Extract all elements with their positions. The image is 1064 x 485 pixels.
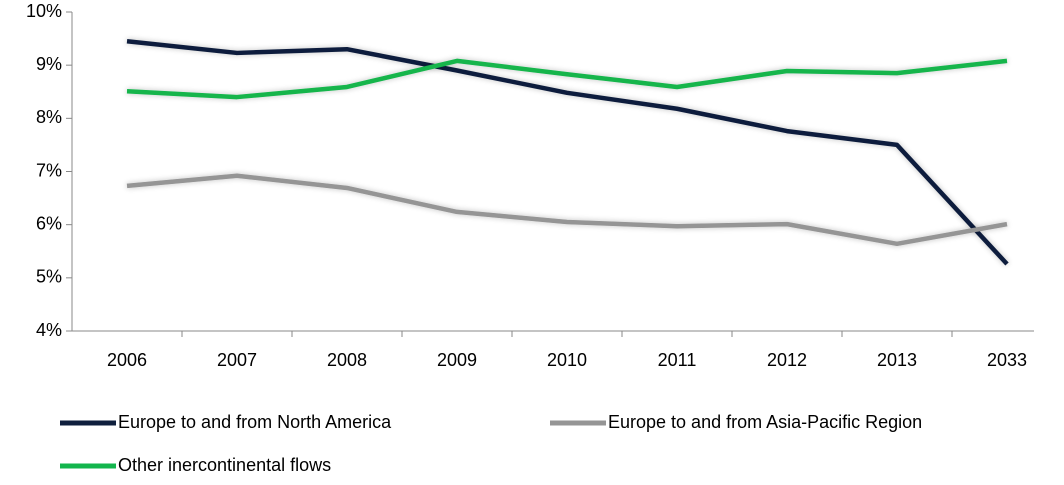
y-tick-label: 10% [26,1,62,21]
x-tick-label: 2006 [107,350,147,370]
series-line [126,58,1008,100]
x-tick-label: 2008 [327,350,367,370]
y-tick-label: 8% [36,107,62,127]
y-tick-label: 7% [36,160,62,180]
y-tick-label: 5% [36,267,62,287]
x-tick-label: 2009 [437,350,477,370]
x-tick-label: 2007 [217,350,257,370]
y-tick-label: 9% [36,54,62,74]
series-line [126,39,1009,266]
x-tick-label: 2012 [767,350,807,370]
y-tick-label: 6% [36,213,62,233]
x-tick-label: 2011 [658,350,697,370]
x-tick-label: 2033 [987,350,1027,370]
x-tick-label: 2010 [547,350,587,370]
y-tick-label: 4% [36,320,62,340]
legend-label: Other inercontinental flows [118,455,331,475]
series-line [126,173,1008,247]
x-tick-label: 2013 [877,350,917,370]
legend-label: Europe to and from North America [118,412,392,432]
legend-label: Europe to and from Asia-Pacific Region [608,412,922,432]
